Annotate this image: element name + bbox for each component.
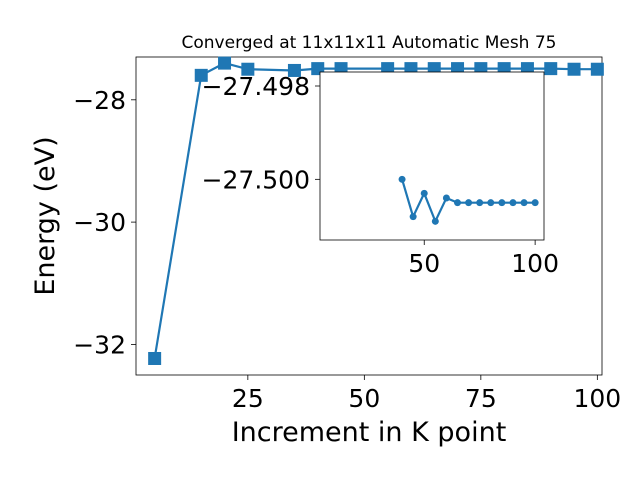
main-point-marker: [567, 62, 581, 76]
inset-point-marker: [476, 199, 484, 207]
inset-axes: 50 100 −27.500 −27.498: [202, 71, 559, 278]
main-point-marker: [287, 63, 301, 77]
inset-point-marker: [520, 199, 528, 207]
inset-x-ticks: 50 100: [408, 240, 559, 278]
inset-point-marker: [531, 199, 539, 207]
inset-point-marker: [420, 189, 428, 197]
main-y-tick-label: −28: [73, 86, 126, 115]
inset-series-markers: [398, 175, 539, 225]
main-point-marker: [194, 68, 208, 82]
inset-x-tick-label: 50: [408, 249, 440, 278]
inset-point-marker: [398, 175, 406, 183]
main-x-ticks: 25 50 75 100: [232, 375, 621, 413]
inset-y-tick-label: −27.498: [202, 72, 310, 101]
inset-point-marker: [442, 194, 450, 202]
main-point-marker: [241, 62, 255, 76]
main-point-marker: [590, 62, 604, 76]
inset-point-marker: [487, 199, 495, 207]
chart-title: Converged at 11x11x11 Automatic Mesh 75: [182, 33, 557, 53]
inset-point-marker: [498, 199, 506, 207]
main-y-ticks: −28 −30 −32: [73, 86, 136, 359]
main-x-tick-label: 50: [348, 384, 380, 413]
main-point-marker: [544, 62, 558, 76]
y-axis-label: Energy (eV): [30, 136, 61, 295]
inset-point-marker: [409, 213, 417, 221]
main-point-marker: [218, 56, 232, 70]
main-x-tick-label: 100: [573, 384, 621, 413]
main-x-tick-label: 25: [232, 384, 264, 413]
main-point-marker: [148, 351, 162, 365]
inset-point-marker: [509, 199, 517, 207]
inset-point-marker: [454, 199, 462, 207]
inset-y-tick-label: −27.500: [202, 165, 310, 194]
main-x-tick-label: 75: [465, 384, 497, 413]
x-axis-label: Increment in K point: [232, 417, 507, 448]
inset-y-ticks: −27.500 −27.498: [202, 72, 320, 194]
inset-point-marker: [431, 217, 439, 225]
inset-x-tick-label: 100: [511, 249, 559, 278]
main-y-tick-label: −32: [73, 330, 126, 359]
main-y-tick-label: −30: [73, 208, 126, 237]
inset-point-marker: [465, 199, 473, 207]
